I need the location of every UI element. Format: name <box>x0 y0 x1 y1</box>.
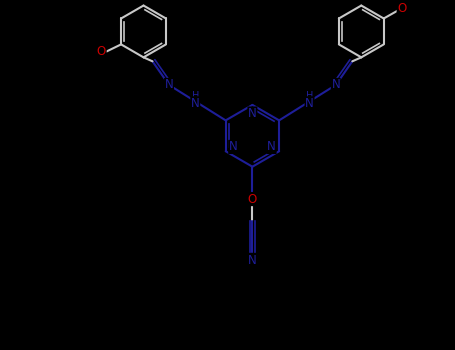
Text: N: N <box>248 107 257 120</box>
Text: N: N <box>191 97 200 110</box>
Text: N: N <box>229 140 238 153</box>
Text: N: N <box>248 254 257 267</box>
Text: N: N <box>331 78 340 91</box>
Text: H: H <box>192 91 199 102</box>
Text: N: N <box>267 140 276 153</box>
Text: O: O <box>97 45 106 58</box>
Text: N: N <box>165 78 173 91</box>
Text: H: H <box>306 91 313 102</box>
Text: O: O <box>397 1 406 14</box>
Text: O: O <box>248 193 257 205</box>
Text: N: N <box>305 97 314 110</box>
